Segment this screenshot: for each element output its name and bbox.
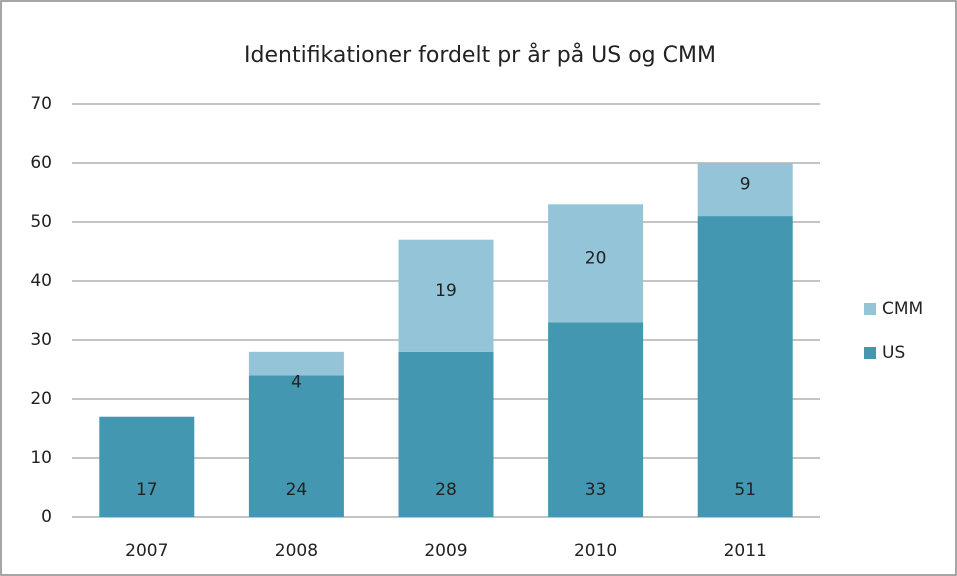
bar-segment <box>248 375 344 517</box>
x-tick-label: 2009 <box>424 541 467 561</box>
legend-label: CMM <box>882 299 923 319</box>
x-tick-label: 2010 <box>574 541 617 561</box>
bar-segment <box>697 216 793 517</box>
x-tick-label: 2007 <box>125 541 168 561</box>
y-tick-label: 60 <box>30 153 52 173</box>
bar-segment <box>99 416 195 517</box>
data-label: 20 <box>585 248 607 268</box>
y-tick-label: 20 <box>30 389 52 409</box>
data-label: 28 <box>435 480 457 500</box>
bar-segment <box>398 239 494 352</box>
data-label: 4 <box>291 372 302 392</box>
bar-segment <box>398 351 494 517</box>
x-tick-label: 2011 <box>724 541 767 561</box>
y-tick-label: 10 <box>30 448 52 468</box>
legend-swatch <box>864 347 876 359</box>
x-tick-label: 2008 <box>275 541 318 561</box>
data-label: 51 <box>734 480 756 500</box>
y-tick-label: 50 <box>30 212 52 232</box>
y-tick-label: 0 <box>41 507 52 527</box>
legend-swatch <box>864 303 876 315</box>
chart-title: Identifikationer fordelt pr år på US og … <box>244 42 716 68</box>
bar-segment <box>248 351 344 376</box>
data-label: 9 <box>740 175 751 195</box>
bar-segment <box>548 204 644 323</box>
y-tick-label: 30 <box>30 330 52 350</box>
data-label: 19 <box>435 281 457 301</box>
y-tick-label: 70 <box>30 94 52 114</box>
bar-segment <box>697 163 793 217</box>
legend-label: US <box>882 343 905 363</box>
data-label: 33 <box>585 480 607 500</box>
bar-segment <box>548 322 644 517</box>
data-label: 24 <box>286 480 308 500</box>
data-label: 17 <box>136 480 158 500</box>
y-tick-label: 40 <box>30 271 52 291</box>
